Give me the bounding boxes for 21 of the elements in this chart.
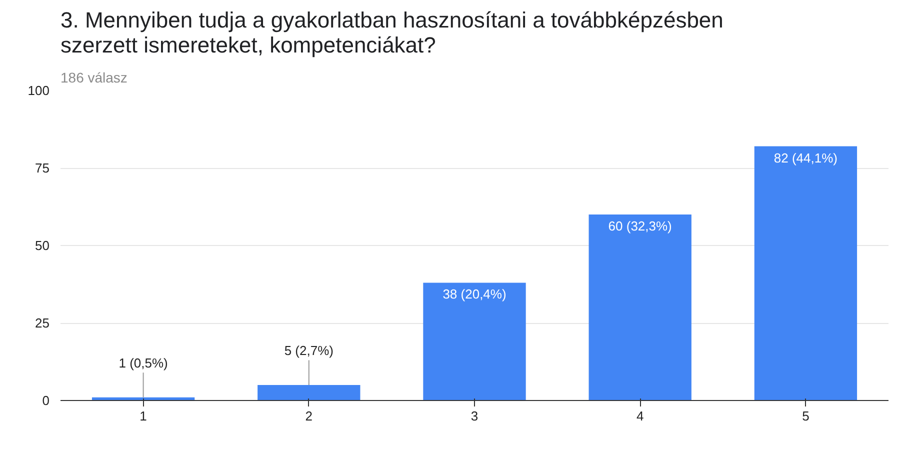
x-tick-label: 1 bbox=[140, 408, 147, 424]
x-tick-label: 5 bbox=[802, 408, 810, 424]
bar bbox=[588, 214, 692, 400]
x-tick-label: 2 bbox=[305, 408, 313, 424]
y-tick-label: 50 bbox=[35, 238, 50, 253]
data-label: 5 (2,7%) bbox=[284, 343, 334, 358]
x-tick-label: 4 bbox=[636, 408, 644, 424]
bar bbox=[258, 385, 360, 400]
y-tick-label: 25 bbox=[35, 316, 50, 330]
data-label: 38 (20,4%) bbox=[442, 286, 506, 302]
data-label: 1 (0,5%) bbox=[118, 356, 168, 371]
y-tick-label: 0 bbox=[42, 393, 50, 408]
bar bbox=[754, 146, 858, 400]
y-tick-label: 100 bbox=[28, 83, 50, 98]
x-tick-label: 3 bbox=[470, 408, 478, 424]
data-label: 82 (44,1%) bbox=[774, 150, 838, 166]
data-label: 60 (32,3%) bbox=[608, 218, 672, 234]
chart-subtitle: 186 válasz bbox=[60, 70, 128, 86]
chart-title: 3. Mennyiben tudja a gyakorlatban hasznosítani a továbbképzésben szerzett ismereteket, kompetenciákat? bbox=[60, 8, 724, 58]
bar bbox=[423, 282, 526, 400]
y-tick-label: 75 bbox=[35, 160, 50, 176]
